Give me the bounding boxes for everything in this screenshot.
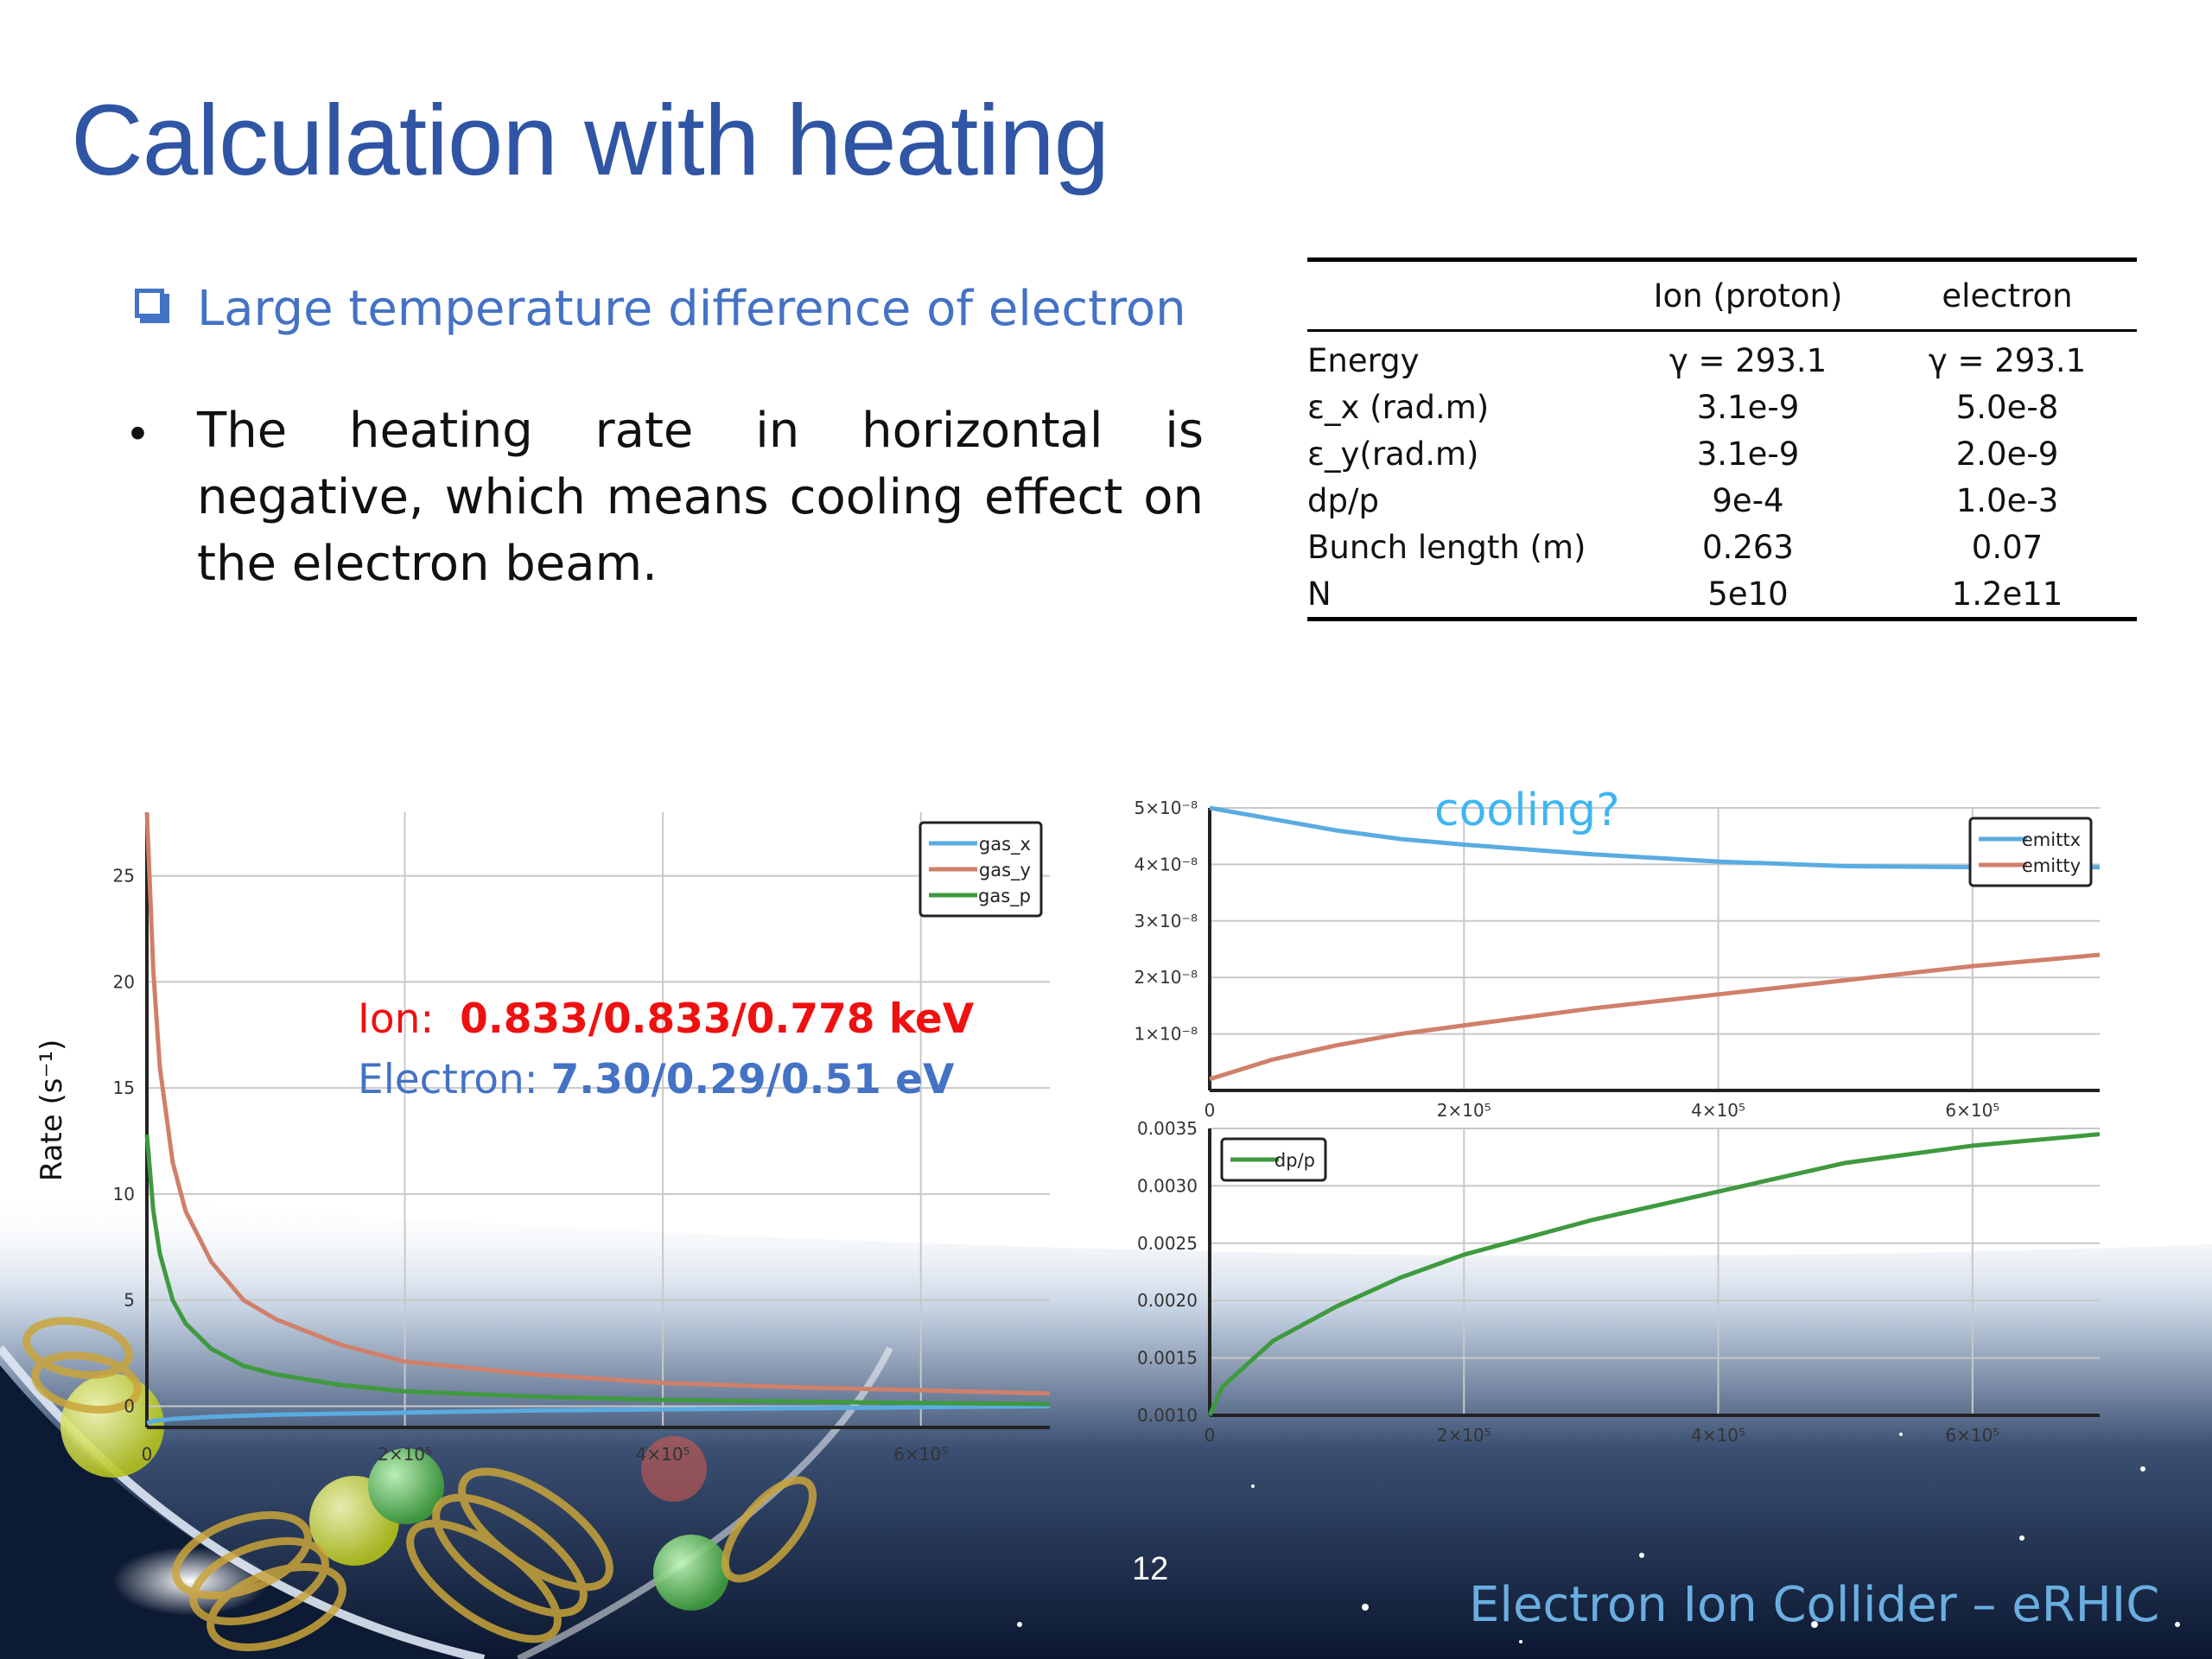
y-tick-label: 3×10⁻⁸ [1134,911,1198,931]
y-tick-label: 2×10⁻⁸ [1134,967,1198,988]
table-cell: 9e-4 [1712,481,1784,519]
table-cell: 3.1e-9 [1696,435,1800,473]
table-row: ε_x (rad.m) 3.1e-9 5.0e-8 [1307,384,2137,430]
table-cell: 0.263 [1702,528,1794,566]
chart-y-axis-label: Rate (s⁻¹) [35,1039,69,1182]
y-tick-label: 5 [124,1290,135,1311]
legend-label: emitty [2022,855,2081,876]
y-tick-label: 5×10⁻⁸ [1134,798,1198,818]
y-tick-label: 4×10⁻⁸ [1134,854,1198,874]
y-tick-label: 0.0010 [1137,1405,1198,1426]
checkbox-bullet-icon [135,289,169,323]
x-tick-label: 0 [1205,1100,1216,1121]
table-cell: Energy [1307,341,1420,379]
y-tick-label: 0 [124,1395,135,1416]
table-cell: γ = 293.1 [1928,341,2087,379]
legend-label: gas_y [979,860,1031,881]
parameter-table: Ion (proton) electron Energy γ = 293.1 γ… [1307,257,2137,621]
y-tick-label: 0.0015 [1137,1348,1198,1369]
x-tick-label: 4×10⁵ [1691,1425,1745,1446]
legend-box [918,821,1043,918]
slide-title: Calculation with heating [71,84,1109,196]
electron-values: 7.30/0.29/0.51 eV [550,1056,955,1103]
series-line-emittx [1209,805,2100,870]
y-tick-label: 10 [113,1184,135,1205]
x-tick-label: 6×10⁵ [1945,1425,1999,1446]
electron-label: Electron: [358,1056,538,1103]
table-cell: ε_x (rad.m) [1307,388,1490,426]
table-cell: ε_y(rad.m) [1307,435,1479,473]
table-cell: dp/p [1307,481,1379,519]
x-tick-label: 2×10⁵ [1437,1425,1491,1446]
legend-label: emittx [2022,830,2081,850]
table-header-cell: Ion (proton) [1653,276,1843,315]
series-line-dp-p [1207,1132,2101,1417]
series-line-emitty [1209,952,2101,1082]
series-line-gas-x [146,1403,1051,1426]
series-line-gas-y [144,811,1051,1396]
x-tick-label: 0 [1205,1425,1216,1446]
y-tick-label: 0.0035 [1137,1118,1198,1139]
table-row: N 5e10 1.2e11 [1307,570,2137,620]
table-header-row: Ion (proton) electron [1307,259,2137,331]
x-tick-label: 4×10⁵ [636,1444,690,1465]
cooling-annotation: cooling? [1434,785,1620,836]
y-tick-label: 25 [113,866,135,887]
table-cell: 5e10 [1707,575,1789,613]
emittance-chart: 0 2×10⁵ 4×10⁵ 6×10⁵ 1×10⁻⁸ 2×10⁻⁸ 3×10⁻⁸ 4×10⁻⁸… [1134,798,2101,1121]
y-tick-label: 15 [113,1077,135,1098]
table-header-cell: electron [1942,276,2073,315]
table-row: Energy γ = 293.1 γ = 293.1 [1307,331,2137,385]
x-tick-label: 6×10⁵ [893,1444,948,1465]
x-tick-label: 4×10⁵ [1691,1100,1745,1121]
footer-text: Electron Ion Collider – eRHIC [1469,1577,2160,1633]
series-line-gas-p [144,1134,1051,1407]
page-number: 12 [1132,1551,1169,1587]
table-cell: 3.1e-9 [1696,388,1800,426]
table-cell: γ = 293.1 [1669,341,1827,379]
bullet-dot-icon: • [130,407,146,459]
x-tick-label: 2×10⁵ [1437,1100,1491,1121]
table-cell: 0.07 [1971,528,2044,566]
legend-label: gas_p [978,886,1031,907]
table-cell: N [1307,575,1332,613]
y-tick-label: 1×10⁻⁸ [1134,1024,1198,1045]
table-row: Bunch length (m) 0.263 0.07 [1307,524,2137,570]
momentum-spread-chart: 0 2×10⁵ 4×10⁵ 6×10⁵ 0.0010 0.0015 0.0020 0.0025… [1137,1118,2101,1446]
bullet-text: The heating rate in horizontal is negati… [197,403,1204,592]
table-cell: Bunch length (m) [1307,528,1586,566]
ion-values: 0.833/0.833/0.778 keV [460,995,975,1043]
table-cell: 5.0e-8 [1955,388,2059,426]
x-tick-label: 6×10⁵ [1945,1100,1999,1121]
ion-temperature-annotation: Ion: 0.833/0.833/0.778 keV [358,995,974,1043]
table-cell: 2.0e-9 [1955,435,2059,473]
legend-label: dp/p [1274,1150,1315,1171]
x-tick-label: 0 [142,1444,153,1465]
legend-label: gas_x [979,834,1031,855]
y-tick-label: 0.0030 [1137,1175,1198,1196]
table-row: ε_y(rad.m) 3.1e-9 2.0e-9 [1307,430,2137,477]
x-tick-label: 2×10⁵ [378,1444,432,1465]
y-tick-label: 20 [113,971,135,992]
sub-heading: Large temperature difference of electron [197,281,1186,337]
heating-rate-chart: 0 2×10⁵ 4×10⁵ 6×10⁵ 0 5 10 15 20 25 gas_x gas_y gas_… [113,811,1051,1465]
table-row: dp/p 9e-4 1.0e-3 [1307,477,2137,524]
y-tick-label: 0.0025 [1137,1233,1198,1254]
ion-label: Ion: [358,995,435,1043]
table-cell: 1.2e11 [1951,575,2063,613]
legend-box [1968,817,2093,887]
y-tick-label: 0.0020 [1137,1290,1198,1311]
table-cell: 1.0e-3 [1955,481,2059,519]
table-header-cell [1307,260,1618,331]
electron-temperature-annotation: Electron: 7.30/0.29/0.51 eV [358,1056,954,1103]
